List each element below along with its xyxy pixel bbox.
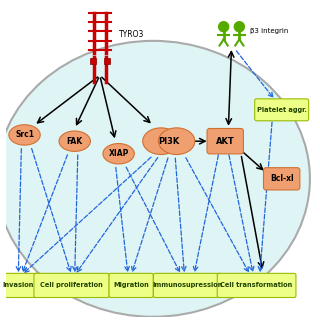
Ellipse shape [158,128,195,155]
Text: AKT: AKT [216,137,235,146]
Ellipse shape [0,41,310,317]
Text: Immunosupression: Immunosupression [152,283,223,288]
FancyBboxPatch shape [255,99,309,121]
Text: Migration: Migration [113,283,149,288]
FancyBboxPatch shape [207,129,244,154]
Text: FAK: FAK [67,137,83,146]
Text: Cell proliferation: Cell proliferation [40,283,103,288]
Text: Cell transformation: Cell transformation [220,283,293,288]
FancyBboxPatch shape [109,273,153,298]
Text: TYRO3: TYRO3 [119,30,144,39]
Circle shape [219,22,229,32]
Text: Platelet aggr.: Platelet aggr. [257,107,307,113]
FancyBboxPatch shape [217,273,296,298]
Text: β3 integrin: β3 integrin [250,28,289,35]
Circle shape [234,22,244,32]
FancyBboxPatch shape [34,273,109,298]
FancyBboxPatch shape [90,58,96,64]
Ellipse shape [143,128,179,155]
Ellipse shape [103,144,134,164]
Ellipse shape [9,125,40,145]
FancyBboxPatch shape [104,58,110,64]
Text: Bcl-xl: Bcl-xl [270,174,293,183]
FancyBboxPatch shape [263,168,300,190]
FancyBboxPatch shape [153,273,222,298]
Text: PI3K: PI3K [158,137,180,146]
FancyBboxPatch shape [0,273,39,298]
Text: Src1: Src1 [15,131,34,140]
Text: XIAP: XIAP [108,149,129,158]
Text: Invasion: Invasion [3,283,34,288]
Ellipse shape [59,131,90,151]
